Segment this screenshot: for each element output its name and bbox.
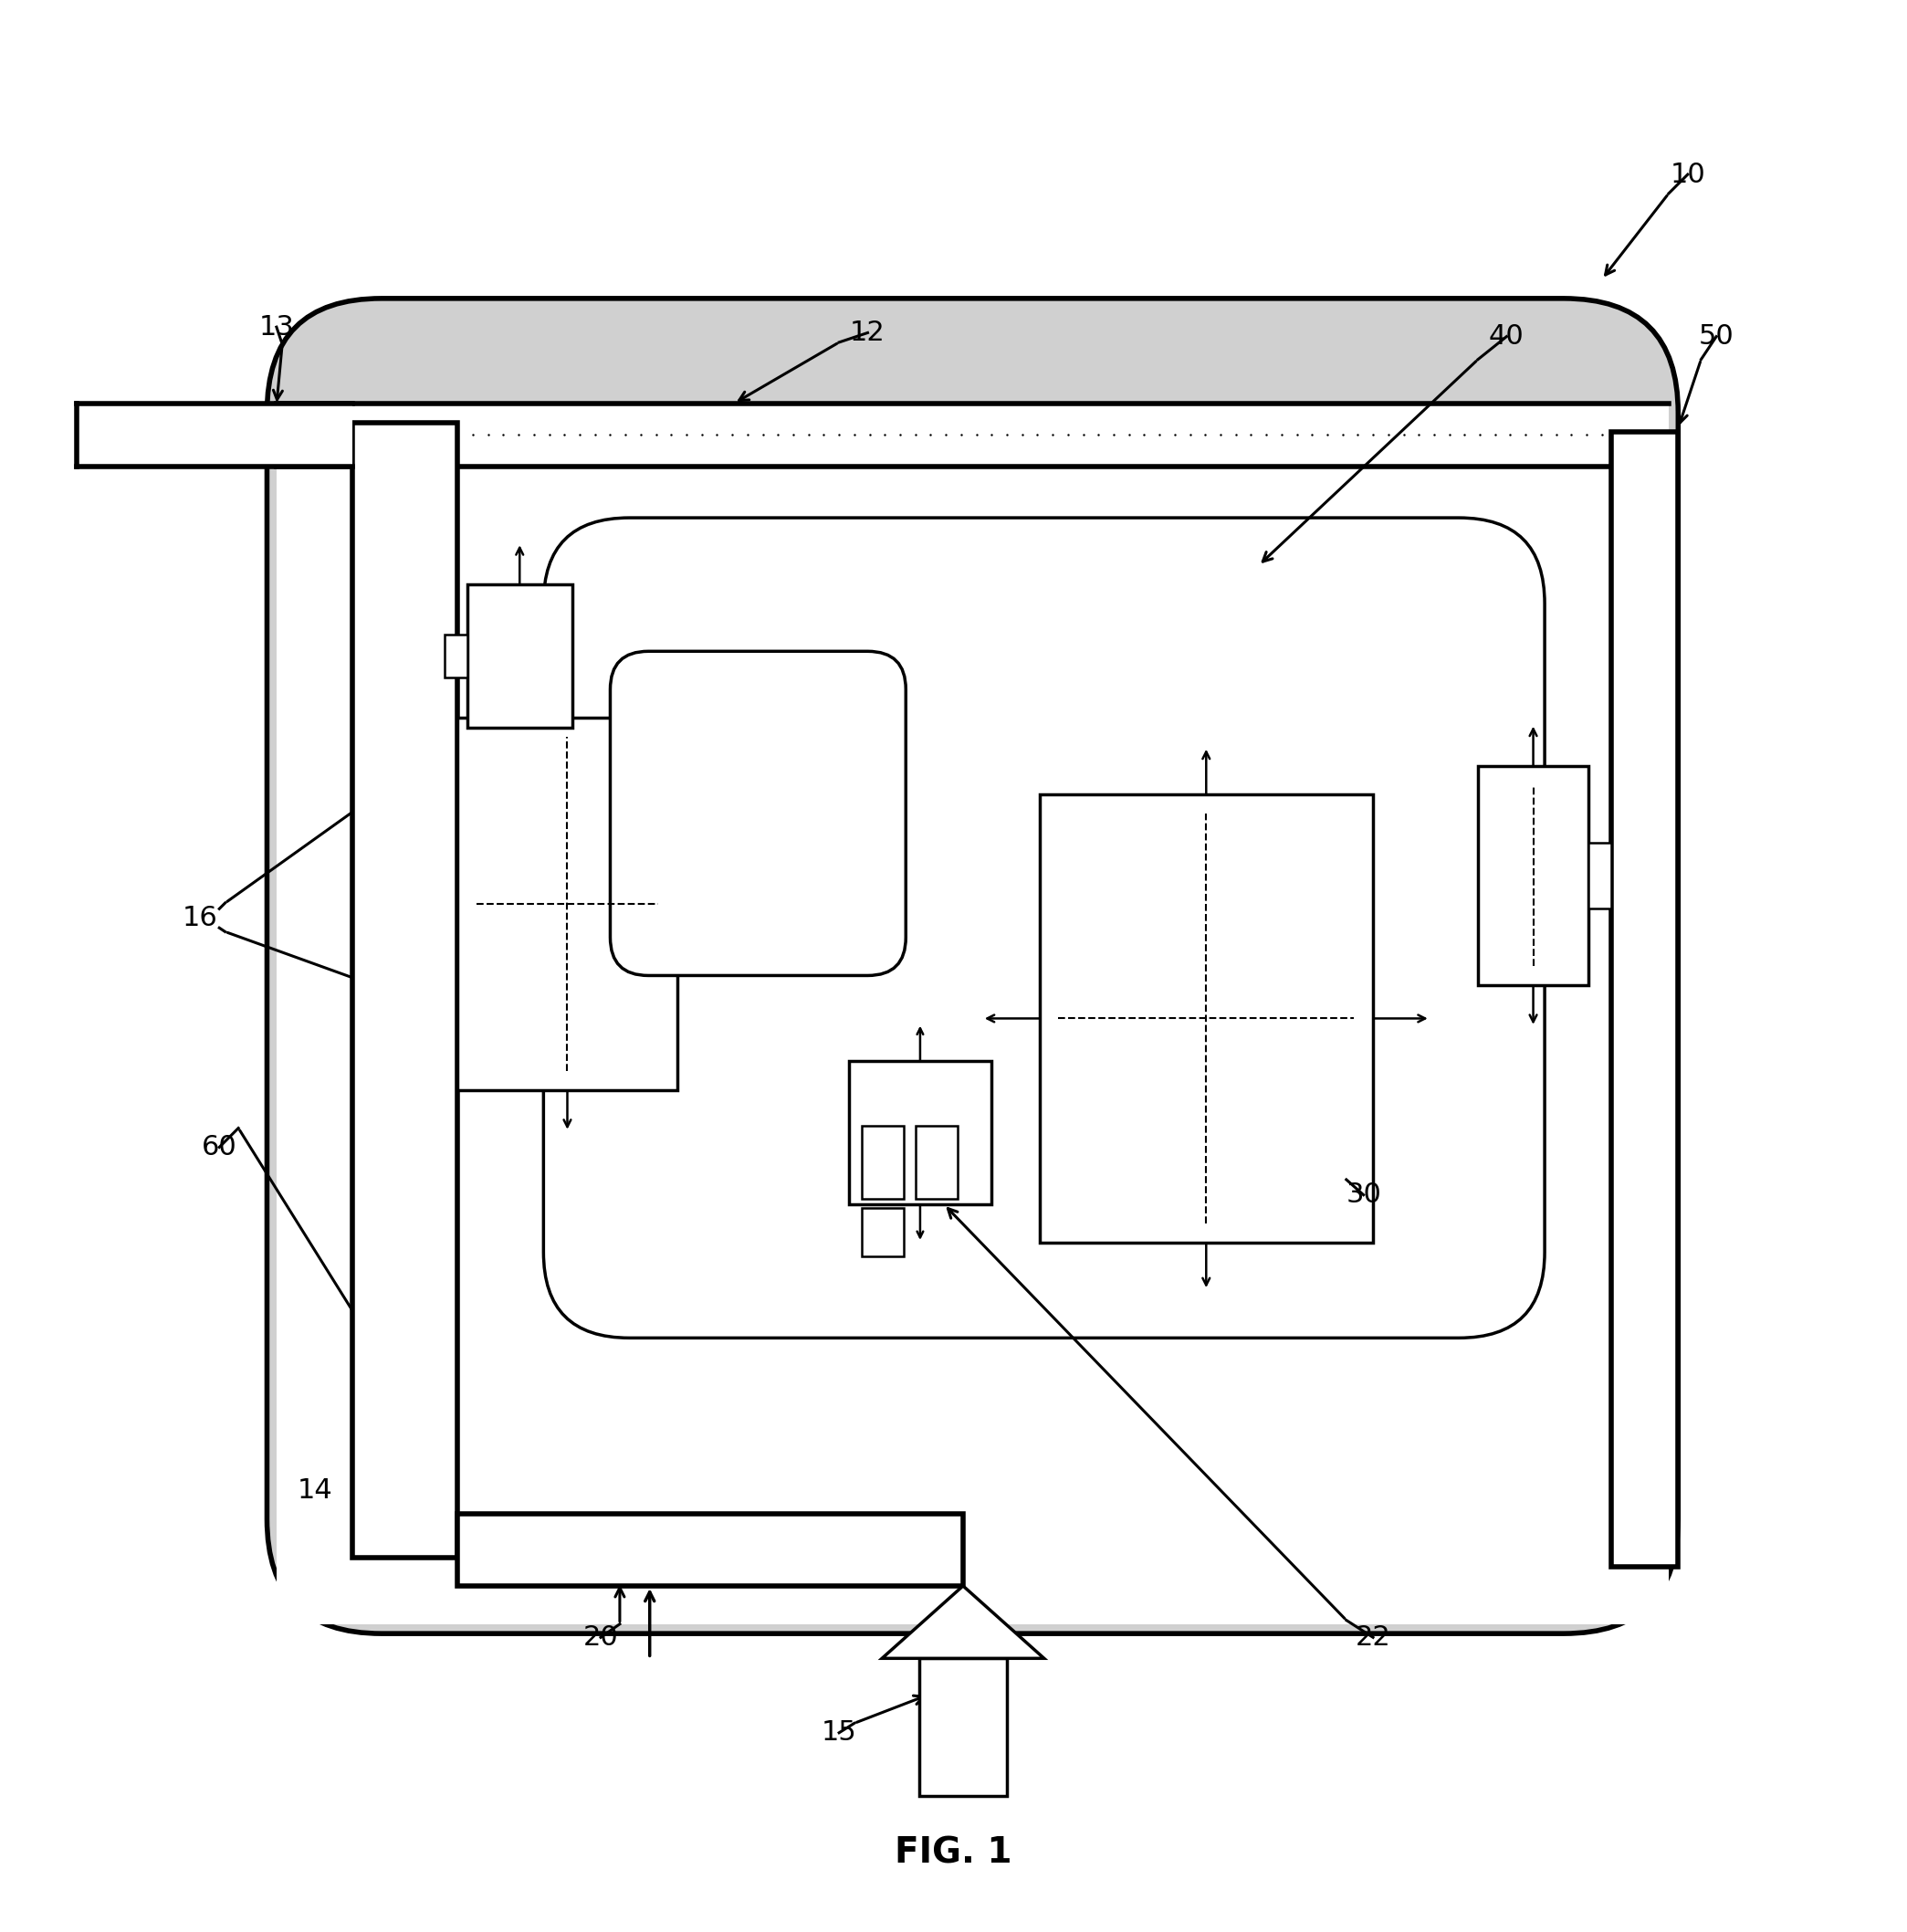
Text: 50: 50 [1699,323,1733,350]
Bar [919,1658,1007,1795]
Bar [277,404,1669,466]
Text: 15: 15 [822,1719,856,1747]
Bar [76,404,353,466]
Text: 22: 22 [1356,1625,1390,1650]
Bar [353,423,458,1557]
Text: 13: 13 [259,313,294,340]
Bar [862,1126,904,1198]
Bar [1039,794,1373,1242]
Bar [862,1208,904,1256]
Bar [915,1126,957,1198]
FancyBboxPatch shape [543,518,1545,1339]
Bar [458,719,677,1090]
Text: 10: 10 [1671,160,1705,187]
Bar [1478,765,1589,985]
Bar [849,1061,992,1204]
Bar [1611,433,1678,1567]
Text: 60: 60 [202,1134,236,1161]
Text: 30: 30 [1346,1182,1381,1208]
Text: FIG. 1: FIG. 1 [894,1835,1013,1870]
Polygon shape [881,1586,1045,1658]
Bar [277,466,1669,1625]
Text: 20: 20 [584,1625,618,1650]
Text: 16: 16 [183,904,217,931]
Text: 40: 40 [1489,323,1524,350]
Text: 12: 12 [851,319,885,346]
Bar [458,1513,963,1586]
Bar [444,634,467,678]
Text: 14: 14 [297,1478,332,1503]
Bar [1589,842,1611,908]
Bar [467,585,572,728]
FancyBboxPatch shape [610,651,906,976]
FancyBboxPatch shape [267,298,1678,1634]
